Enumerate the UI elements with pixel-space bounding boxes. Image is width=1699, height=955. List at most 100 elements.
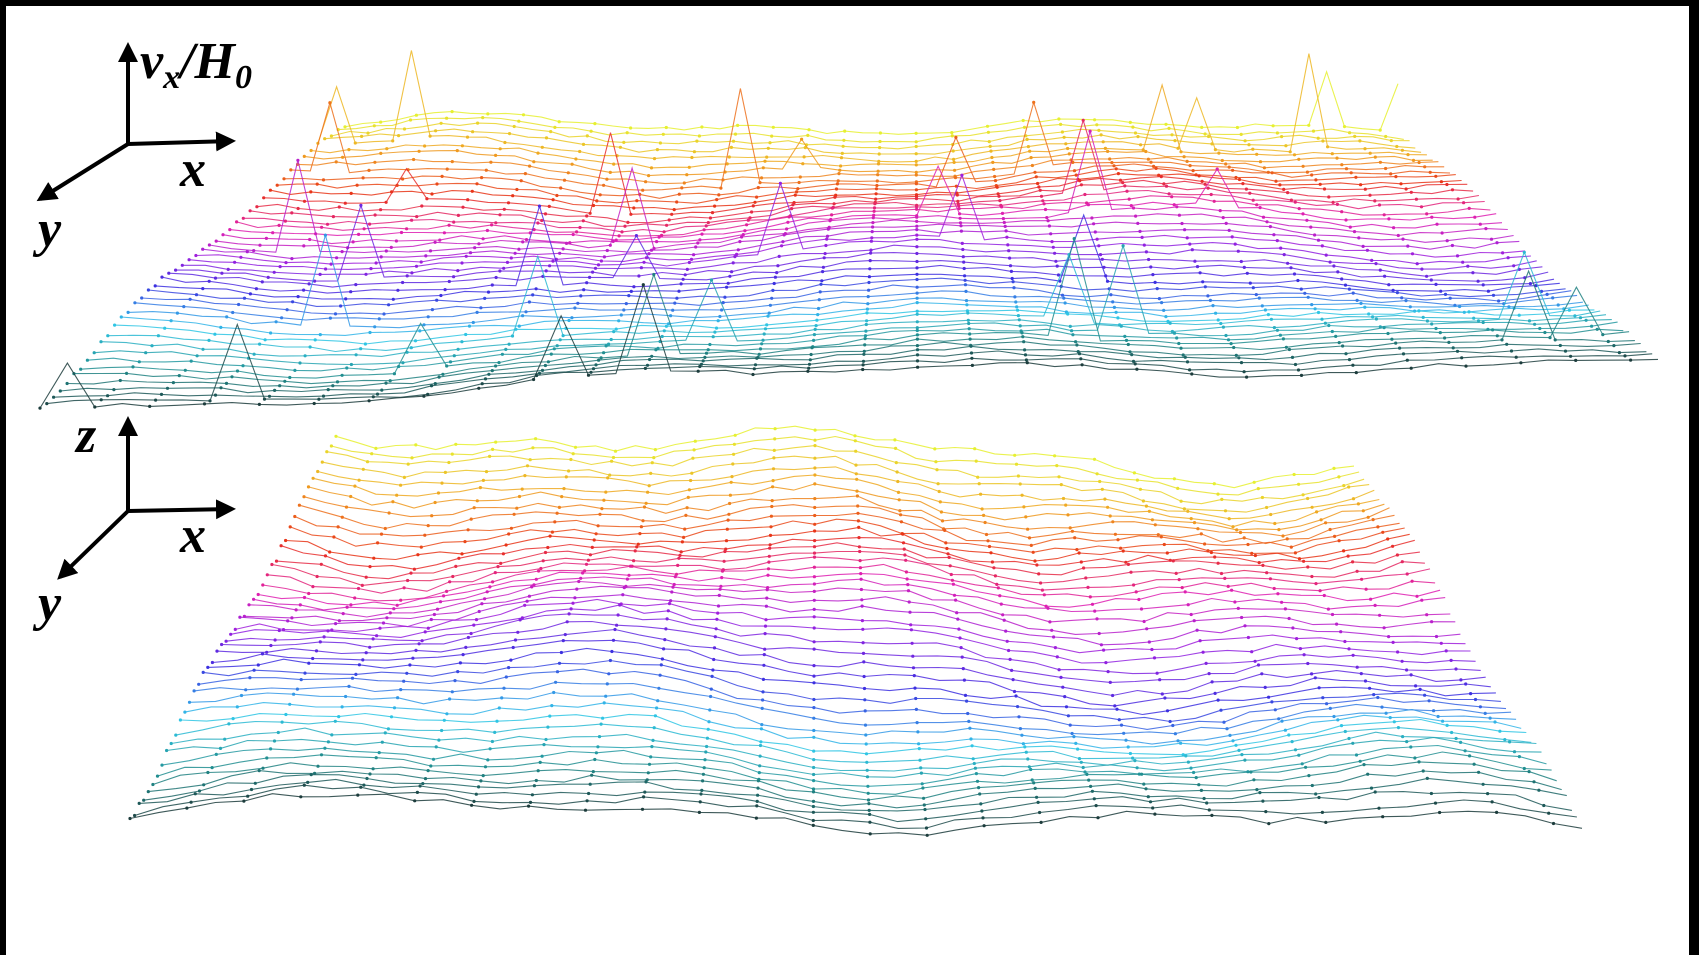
mesh-node: [959, 221, 962, 224]
mesh-node: [1456, 254, 1459, 257]
mesh-node: [255, 205, 258, 208]
mesh-node: [1040, 821, 1043, 824]
mesh-node: [1417, 309, 1420, 312]
mesh-node: [769, 525, 772, 528]
mesh-node: [1230, 589, 1233, 592]
mesh-node: [1269, 513, 1272, 516]
mesh-node: [1063, 695, 1066, 698]
mesh-node: [307, 485, 310, 488]
mesh-node: [495, 720, 498, 723]
mesh-node: [796, 187, 799, 190]
mesh-node: [1515, 356, 1518, 359]
mesh-node: [1289, 266, 1292, 269]
mesh-node: [968, 327, 971, 330]
mesh-node: [1013, 454, 1016, 457]
mesh-node: [690, 472, 693, 475]
mesh-node: [1434, 802, 1437, 805]
mesh-node: [813, 599, 816, 602]
mesh-node: [1128, 198, 1131, 201]
mesh-node: [685, 173, 688, 176]
mesh-node: [1132, 583, 1135, 586]
mesh-node: [310, 149, 313, 152]
mesh-node: [1272, 233, 1275, 236]
mesh-node: [1102, 649, 1105, 652]
mesh-node: [142, 799, 145, 802]
mesh-node: [911, 655, 914, 658]
mesh-node: [750, 210, 753, 213]
mesh-node: [669, 314, 672, 317]
mesh-node: [1405, 187, 1408, 190]
mesh-node: [322, 178, 325, 181]
mesh-node: [528, 300, 531, 303]
mesh-node: [1073, 169, 1076, 172]
mesh-node: [1512, 264, 1515, 267]
mesh-node: [647, 771, 650, 774]
mesh-node: [1484, 712, 1487, 715]
mesh-node: [1286, 537, 1289, 540]
mesh-node: [1234, 744, 1237, 747]
mesh-node: [1009, 658, 1012, 661]
mesh-node: [663, 230, 666, 233]
mesh-node: [1415, 595, 1418, 598]
page: vx/H0 x y z x y (() => { const data = JS…: [0, 0, 1699, 955]
mesh-node: [393, 706, 396, 709]
mesh-node: [445, 364, 448, 367]
mesh-node: [916, 313, 919, 316]
mesh-node: [577, 580, 580, 583]
mesh-node: [420, 546, 423, 549]
mesh-node: [284, 261, 287, 264]
mesh-node: [491, 283, 494, 286]
mesh-node: [757, 779, 760, 782]
mesh-node: [635, 199, 638, 202]
mesh-node: [1004, 630, 1007, 633]
mesh-node: [1596, 328, 1599, 331]
mesh-node: [879, 131, 882, 134]
mesh-node: [1063, 136, 1066, 139]
mesh-node: [957, 628, 960, 631]
mesh-node: [533, 784, 536, 787]
mesh-node: [435, 299, 438, 302]
mesh-node: [297, 207, 300, 210]
mesh-node: [760, 342, 763, 345]
mesh-node: [476, 311, 479, 314]
mesh-node: [390, 715, 393, 718]
mesh-node: [1269, 225, 1272, 228]
mesh-node: [387, 303, 390, 306]
mesh-node: [675, 200, 678, 203]
mesh-node: [380, 255, 383, 258]
mesh-node: [939, 500, 942, 503]
mesh-node: [470, 518, 473, 521]
mesh-node: [865, 752, 868, 755]
mesh-node: [1030, 156, 1033, 159]
mesh-node: [1358, 139, 1361, 142]
mesh-node: [706, 737, 709, 740]
mesh-node: [391, 139, 394, 142]
mesh-node: [914, 697, 917, 700]
mesh-node: [466, 198, 469, 201]
mesh-node: [505, 675, 508, 678]
mesh-node: [242, 217, 245, 220]
mesh-node: [323, 747, 326, 750]
mesh-node: [703, 766, 706, 769]
mesh-node: [1406, 153, 1409, 156]
mesh-node: [1113, 306, 1116, 309]
mesh-node: [390, 246, 393, 249]
mesh-node: [1505, 343, 1508, 346]
mesh-node: [950, 131, 953, 134]
mesh-node: [948, 556, 951, 559]
mesh-node: [707, 728, 710, 731]
mesh-node: [1291, 740, 1294, 743]
mesh-node: [311, 585, 314, 588]
mesh-node: [1210, 814, 1213, 817]
mesh-node: [961, 656, 964, 659]
mesh-node: [1319, 589, 1322, 592]
mesh-node: [590, 774, 593, 777]
mesh-node: [1387, 217, 1390, 220]
mesh-node: [632, 285, 635, 288]
mesh-node: [587, 374, 590, 377]
mesh-node: [364, 342, 367, 345]
mesh-node: [605, 344, 608, 347]
mesh-node: [202, 783, 205, 786]
mesh-node: [239, 256, 242, 259]
mesh-node: [451, 575, 454, 578]
